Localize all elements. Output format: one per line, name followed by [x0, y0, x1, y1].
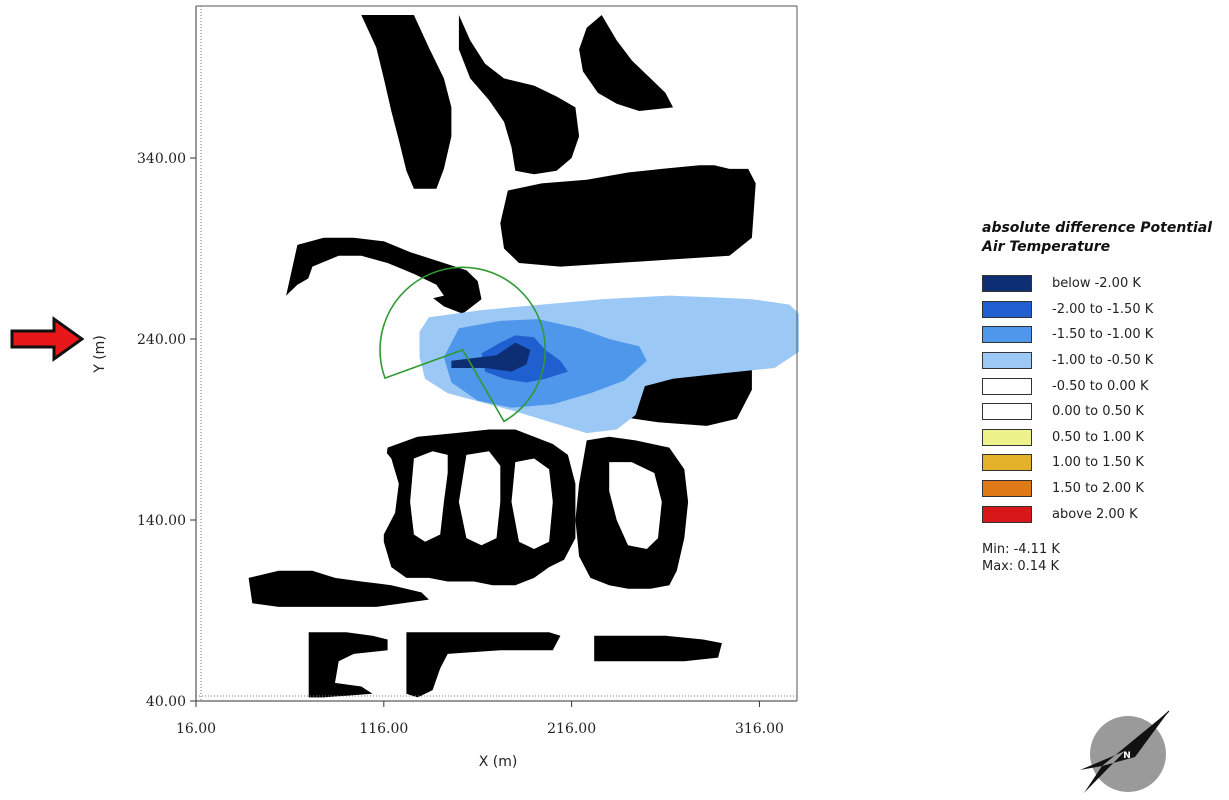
measurement-sector — [379, 266, 546, 423]
legend-item: 0.50 to 1.00 K — [982, 425, 1229, 451]
legend-label: 0.50 to 1.00 K — [1052, 429, 1144, 445]
building-3 — [579, 15, 673, 111]
legend-item: -1.00 to -0.50 K — [982, 348, 1229, 374]
ticks-layer: 16.00 116.00 216.00 316.00 40.00 140.00 240.00… — [137, 151, 784, 737]
courtyard-3 — [338, 317, 414, 394]
legend-label: 0.00 to 0.50 K — [1052, 404, 1144, 420]
legend-label: below -2.00 K — [1052, 276, 1141, 292]
legend-item: below -2.00 K — [982, 271, 1229, 297]
red-arrow-icon — [8, 316, 85, 366]
legend-label: -2.00 to -1.50 K — [1052, 301, 1154, 317]
y-tick-label: 140.00 — [137, 513, 186, 529]
building-2 — [458, 15, 580, 175]
building-11 — [406, 632, 561, 698]
north-arrow-icon: N — [1080, 708, 1176, 800]
legend-swatch — [982, 454, 1032, 472]
courtyard-5 — [458, 451, 501, 546]
x-tick-label: 216.00 — [547, 721, 596, 737]
max-value: Max: 0.14 K — [982, 558, 1059, 574]
legend-item: -1.50 to -1.00 K — [982, 322, 1229, 348]
y-axis-label: Y (m) — [92, 335, 108, 374]
legend-swatch — [982, 480, 1032, 498]
legend-item: 1.00 to 1.50 K — [982, 450, 1229, 476]
legend-swatch — [982, 505, 1032, 523]
courtyard-7 — [609, 462, 662, 549]
legend: absolute difference Potential Air Temper… — [982, 219, 1229, 575]
legend-swatch — [982, 377, 1032, 395]
x-axis-label: X (m) — [479, 754, 518, 770]
min-max-stats: Min: -4.11 K Max: 0.14 K — [982, 541, 1229, 575]
legend-swatch — [982, 326, 1032, 344]
legend-swatch — [982, 300, 1032, 318]
legend-label: -1.50 to -1.00 K — [1052, 327, 1154, 343]
measurement-sector-layer — [379, 266, 546, 423]
legend-label: -0.50 to 0.00 K — [1052, 378, 1149, 394]
axes-layer — [195, 5, 798, 702]
legend-item: 0.00 to 0.50 K — [982, 399, 1229, 425]
cooling-zones-layer — [419, 295, 799, 434]
courtyard-6 — [511, 458, 553, 549]
x-tick-label: 16.00 — [176, 721, 216, 737]
y-tick-label: 240.00 — [137, 332, 186, 348]
courtyard-2 — [278, 433, 399, 549]
legend-label: -1.00 to -0.50 K — [1052, 353, 1154, 369]
courtyard-4 — [410, 451, 448, 542]
legend-swatch — [982, 428, 1032, 446]
legend-label: above 2.00 K — [1052, 506, 1138, 522]
building-12 — [594, 635, 722, 662]
legend-title: absolute difference Potential Air Temper… — [982, 220, 1213, 255]
legend-label: 1.50 to 2.00 K — [1052, 481, 1144, 497]
min-value: Min: -4.11 K — [982, 541, 1060, 557]
legend-label: 1.00 to 1.50 K — [1052, 455, 1144, 471]
courtyard-1 — [304, 255, 444, 300]
legend-item: above 2.00 K — [982, 501, 1229, 527]
legend-swatch — [982, 352, 1032, 370]
building-4 — [500, 165, 756, 267]
building-10 — [308, 632, 388, 698]
x-tick-label: 116.00 — [359, 721, 408, 737]
legend-swatch — [982, 275, 1032, 293]
legend-item: -2.00 to -1.50 K — [982, 297, 1229, 323]
legend-item: 1.50 to 2.00 K — [982, 476, 1229, 502]
building-1 — [361, 15, 452, 189]
building-9 — [248, 570, 429, 607]
y-tick-label: 340.00 — [137, 151, 186, 167]
y-tick-label: 40.00 — [146, 694, 186, 710]
x-tick-label: 316.00 — [735, 721, 784, 737]
legend-item: -0.50 to 0.00 K — [982, 373, 1229, 399]
legend-list: below -2.00 K -2.00 to -1.50 K -1.50 to -1… — [982, 271, 1229, 527]
svg-text:N: N — [1123, 751, 1131, 761]
legend-swatch — [982, 403, 1032, 421]
